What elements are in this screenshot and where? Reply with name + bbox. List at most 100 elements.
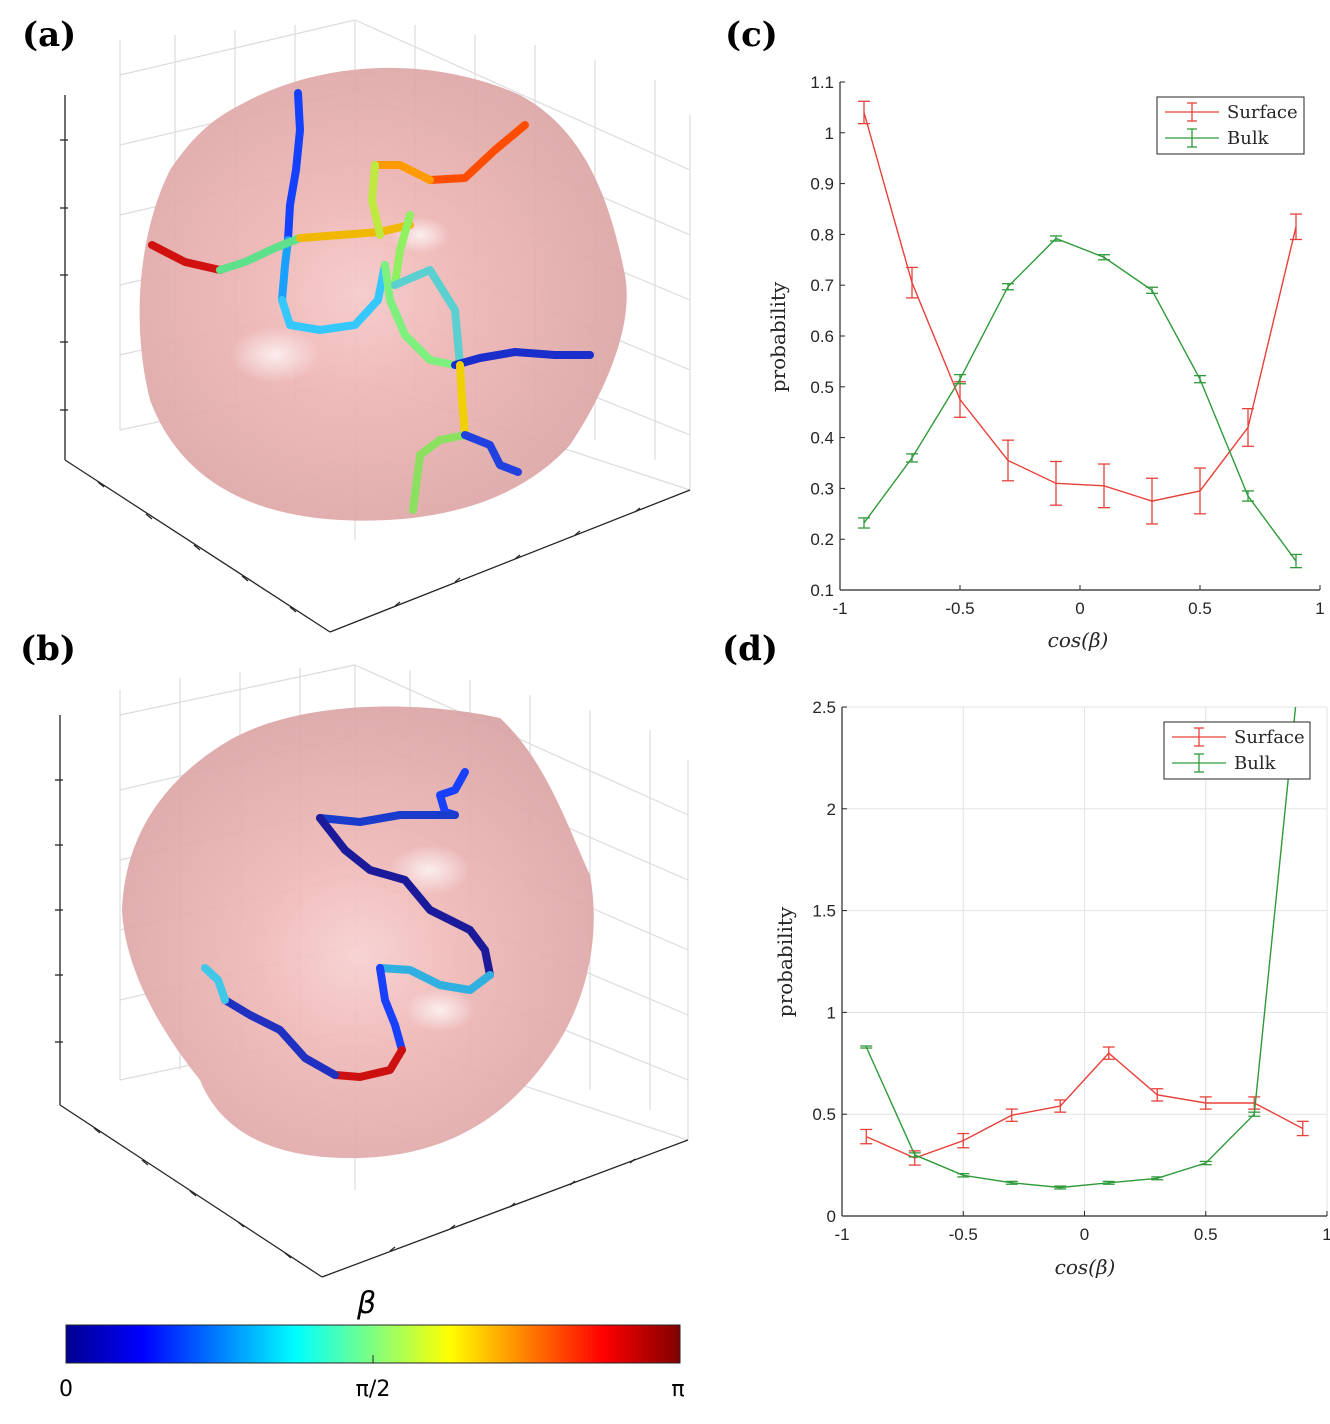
chart-d-bulk-errorbar-4: [1054, 1185, 1067, 1190]
chart-d-ylabel: probability: [773, 906, 797, 1017]
chart-d-ytick-label-1: 0.5: [812, 1105, 836, 1124]
chart-d-surface-line: [865, 1052, 1304, 1159]
panel-b-axes: [55, 715, 689, 1278]
chart-d-ytick-label-5: 2.5: [812, 698, 836, 717]
chart-c-bulk-errorbar-8: [1242, 490, 1254, 502]
chart-c-ytick-label-2: 0.3: [810, 479, 834, 498]
chart-d-xtick-label-3: 0.5: [1194, 1225, 1218, 1244]
chart-c-legend-box: [1156, 96, 1305, 155]
chart-d-legend-surface-label: Surface: [1234, 727, 1305, 748]
chart-c-ytick-label-9: 1: [825, 124, 834, 143]
panel-label-d: (d): [722, 629, 778, 669]
chart-c-surface-errorbar-6: [1146, 477, 1158, 525]
membrane-a-highlight: [230, 327, 320, 383]
polymer-chains-b: [201, 768, 494, 1081]
membrane-b-highlight: [390, 845, 470, 895]
chart-c-ytick-label-7: 0.8: [810, 225, 834, 244]
chart-c-legend-surface-label: Surface: [1227, 102, 1298, 123]
chart-c-xtick-label-2: 0: [1075, 599, 1084, 618]
chart-c-data: [858, 100, 1302, 569]
panel-label-b: (b): [20, 629, 76, 669]
colorbar: β 0 π/2 π: [59, 1286, 685, 1402]
chart-c-bulk-errorbar-5: [1098, 254, 1110, 261]
chart-c-surface-errorbar-3: [1002, 439, 1014, 482]
chart-d-bulk-errorbar-3: [1005, 1180, 1018, 1185]
chart-c-surface-errorbar-4: [1050, 460, 1062, 506]
colorbar-title: β: [356, 1286, 376, 1321]
chart-d-ytick-label-2: 1: [827, 1003, 836, 1022]
chart-c-ytick-label-5: 0.6: [810, 327, 834, 346]
chart-c-bulk-errorbar-4: [1050, 235, 1062, 242]
chart-c-ytick-label-0: 0.1: [810, 581, 834, 600]
panel-label-a: (a): [22, 15, 76, 55]
chart-c-bulk-errorbar-3: [1002, 283, 1014, 291]
chart-c-xtick-label-1: -0.5: [945, 599, 974, 618]
chart-c-legend: Surface Bulk: [1156, 96, 1305, 155]
chart-c-ytick-label-6: 0.7: [810, 276, 834, 295]
chart-d-xlabel: cos(β): [1055, 1255, 1116, 1279]
panel-a-axes: [60, 95, 691, 633]
chart-c-bulk-errorbar-6: [1146, 286, 1158, 294]
chart-d-surface-errorbar-3: [1005, 1108, 1018, 1122]
chart-d-legend-box: [1163, 721, 1311, 780]
chart-c-ytick-label-8: 0.9: [810, 175, 834, 194]
chart-d-surface-errorbar-9: [1296, 1120, 1309, 1137]
chart-d-bulk-errorbar-5: [1102, 1180, 1115, 1185]
chart-c-ytick-label-1: 0.2: [810, 530, 834, 549]
chart-c-legend-bulk-label: Bulk: [1227, 128, 1270, 149]
chart-d-surface-errorbar-2: [957, 1132, 970, 1149]
chart-d: probability cos(β) -1 -0.5 0 0.5 1 0 0.5 1 1.5 2 2…: [773, 698, 1330, 1279]
chart-d-legend: Surface Bulk: [1163, 721, 1311, 780]
chart-d-xtick-label-4: 1: [1322, 1225, 1330, 1244]
chart-c-ytick-label-3: 0.4: [810, 429, 834, 448]
panel-label-c: (c): [725, 15, 778, 55]
chart-d-bulk-errorbar-1: [908, 1152, 921, 1158]
chart-d-bulk-errorbar-8: [1248, 1111, 1261, 1117]
membrane-b-highlight-2: [405, 988, 475, 1032]
colorbar-tick-max: π: [671, 1377, 684, 1402]
chart-d-xtick-label-0: -1: [834, 1225, 849, 1244]
chart-d-surface-errorbar-7: [1199, 1096, 1212, 1110]
chart-c-ytick-label-4: 0.5: [810, 378, 834, 397]
panel-a-3d-view: [60, 19, 691, 633]
chart-c-bulk-errorbar-7: [1194, 374, 1206, 384]
colorbar-tick-mid: π/2: [356, 1377, 391, 1402]
chart-d-surface-errorbar-5: [1102, 1046, 1115, 1060]
chart-c-xtick-label-0: -1: [832, 599, 847, 618]
chart-c-surface-line: [863, 112, 1297, 502]
chart-c-bulk-errorbar-2: [954, 373, 966, 385]
chart-d-bulk-line: [865, 707, 1297, 1189]
chart-c-ytick-label-10: 1.1: [810, 73, 834, 92]
colorbar-tick-min: 0: [59, 1377, 73, 1402]
chart-c: probability cos(β) -1 -0.5 0 0.5 1 0.1 0.2 0.3 0…: [766, 73, 1325, 652]
chart-d-surface-errorbar-4: [1054, 1099, 1067, 1113]
chart-d-legend-bulk-label: Bulk: [1234, 753, 1277, 774]
chart-d-bulk-errorbar-6: [1151, 1176, 1164, 1181]
chart-d-ytick-label-3: 1.5: [812, 902, 836, 921]
chart-d-surface-errorbar-0: [860, 1128, 873, 1145]
chart-d-bulk-errorbar-2: [957, 1173, 970, 1178]
chart-d-data: [860, 707, 1309, 1190]
chart-c-surface-errorbar-1: [906, 266, 918, 299]
chart-c-surface-errorbar-0: [858, 100, 870, 125]
chart-c-surface-errorbar-7: [1194, 467, 1206, 515]
chart-d-bulk-errorbar-7: [1199, 1160, 1212, 1166]
chart-c-surface-errorbar-9: [1290, 213, 1302, 241]
polymer-chains-a: [148, 89, 594, 514]
chart-d-ytick-label-4: 2: [827, 800, 836, 819]
chart-d-bulk-errorbar-0: [860, 1045, 873, 1049]
chart-c-bulk-line: [863, 237, 1297, 562]
chart-c-xtick-label-3: 0.5: [1188, 599, 1212, 618]
chart-c-xtick-label-4: 1: [1315, 599, 1324, 618]
chart-c-surface-errorbar-5: [1098, 463, 1110, 509]
chart-d-ytick-label-0: 0: [827, 1207, 836, 1226]
chart-c-xlabel: cos(β): [1048, 628, 1109, 652]
chart-c-ylabel: probability: [766, 281, 790, 392]
chart-d-xtick-label-1: -0.5: [949, 1225, 978, 1244]
chart-d-xtick-label-2: 0: [1080, 1225, 1089, 1244]
chart-d-surface-errorbar-6: [1151, 1088, 1164, 1102]
membrane-b: [122, 706, 594, 1159]
panel-b-3d-view: [55, 664, 689, 1278]
chart-c-bulk-errorbar-1: [906, 453, 918, 463]
